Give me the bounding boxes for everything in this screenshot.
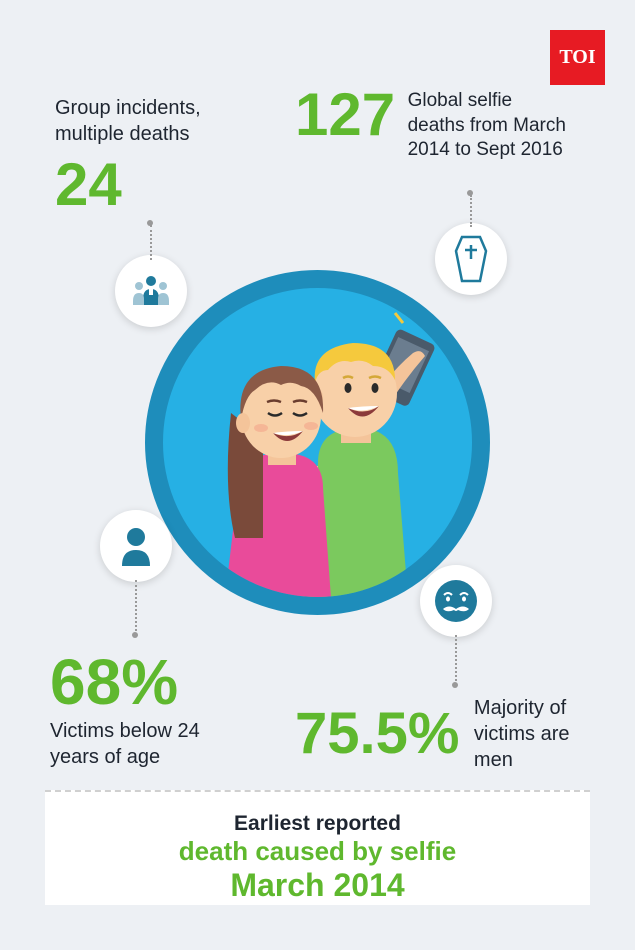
stat-group-incidents: Group incidents, multiple deaths 24 xyxy=(55,95,235,215)
stat-value: 127 xyxy=(295,81,395,148)
footer-line3: March 2014 xyxy=(45,867,590,904)
selfie-couple-svg xyxy=(163,288,473,598)
stat-label: Global selfie deaths from March 2014 to … xyxy=(408,89,573,163)
moustache-face-icon xyxy=(420,565,492,637)
connector-line xyxy=(470,195,472,227)
connector-line xyxy=(135,580,137,635)
person-silhouette-icon xyxy=(100,510,172,582)
stat-global-deaths: 127 Global selfie deaths from March 2014… xyxy=(295,85,573,163)
connector-dot xyxy=(467,190,473,196)
footer-callout: Earliest reported death caused by selfie… xyxy=(45,790,590,905)
connector-line xyxy=(455,635,457,685)
coffin-icon xyxy=(435,223,507,295)
connector-dot xyxy=(452,682,458,688)
footer-line1: Earliest reported xyxy=(45,812,590,836)
selfie-illustration xyxy=(145,270,490,615)
stat-victims-age: 68% Victims below 24 years of age xyxy=(50,650,250,770)
stat-victims-men: 75.5% Majority of victims are men xyxy=(295,695,604,773)
stat-label: Victims below 24 years of age xyxy=(50,718,250,770)
stat-value: 68% xyxy=(50,650,250,714)
connector-dot xyxy=(132,632,138,638)
stat-label: Majority of victims are men xyxy=(474,695,604,773)
group-people-icon xyxy=(115,255,187,327)
connector-line xyxy=(150,225,152,260)
stat-label: Group incidents, multiple deaths xyxy=(55,95,235,147)
footer-line2: death caused by selfie xyxy=(45,836,590,867)
toi-logo: TOI xyxy=(550,30,605,85)
stat-value: 24 xyxy=(55,155,235,215)
stat-value: 75.5% xyxy=(295,701,459,766)
connector-dot xyxy=(147,220,153,226)
